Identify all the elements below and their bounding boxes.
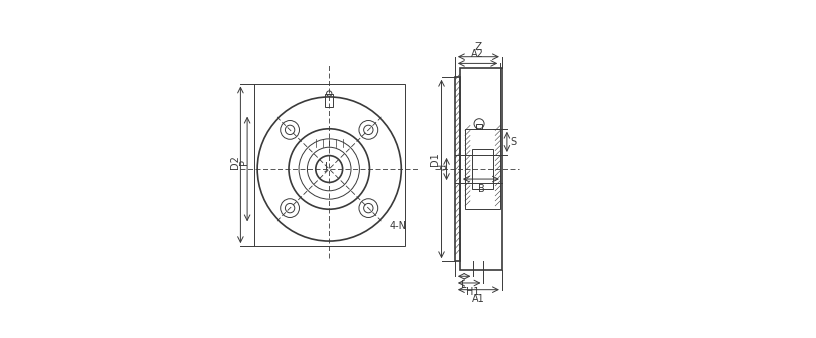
Bar bbox=[465, 129, 500, 209]
Text: d: d bbox=[438, 164, 448, 170]
Text: Z: Z bbox=[475, 42, 482, 52]
Bar bbox=[477, 124, 481, 129]
Text: A1: A1 bbox=[472, 294, 485, 304]
Text: D2: D2 bbox=[230, 155, 241, 169]
Text: A2: A2 bbox=[471, 49, 484, 59]
Bar bbox=[455, 77, 460, 261]
Bar bbox=[254, 83, 405, 246]
Text: S: S bbox=[510, 137, 517, 147]
Bar bbox=[472, 149, 494, 189]
Text: B: B bbox=[477, 184, 484, 194]
Text: J: J bbox=[325, 162, 327, 172]
Text: 4-N: 4-N bbox=[389, 221, 406, 231]
Text: D1: D1 bbox=[431, 152, 441, 166]
Bar bbox=[325, 94, 334, 107]
Bar bbox=[460, 68, 502, 270]
Text: H1: H1 bbox=[466, 287, 479, 297]
Text: P: P bbox=[239, 159, 249, 165]
Text: L: L bbox=[461, 280, 467, 290]
